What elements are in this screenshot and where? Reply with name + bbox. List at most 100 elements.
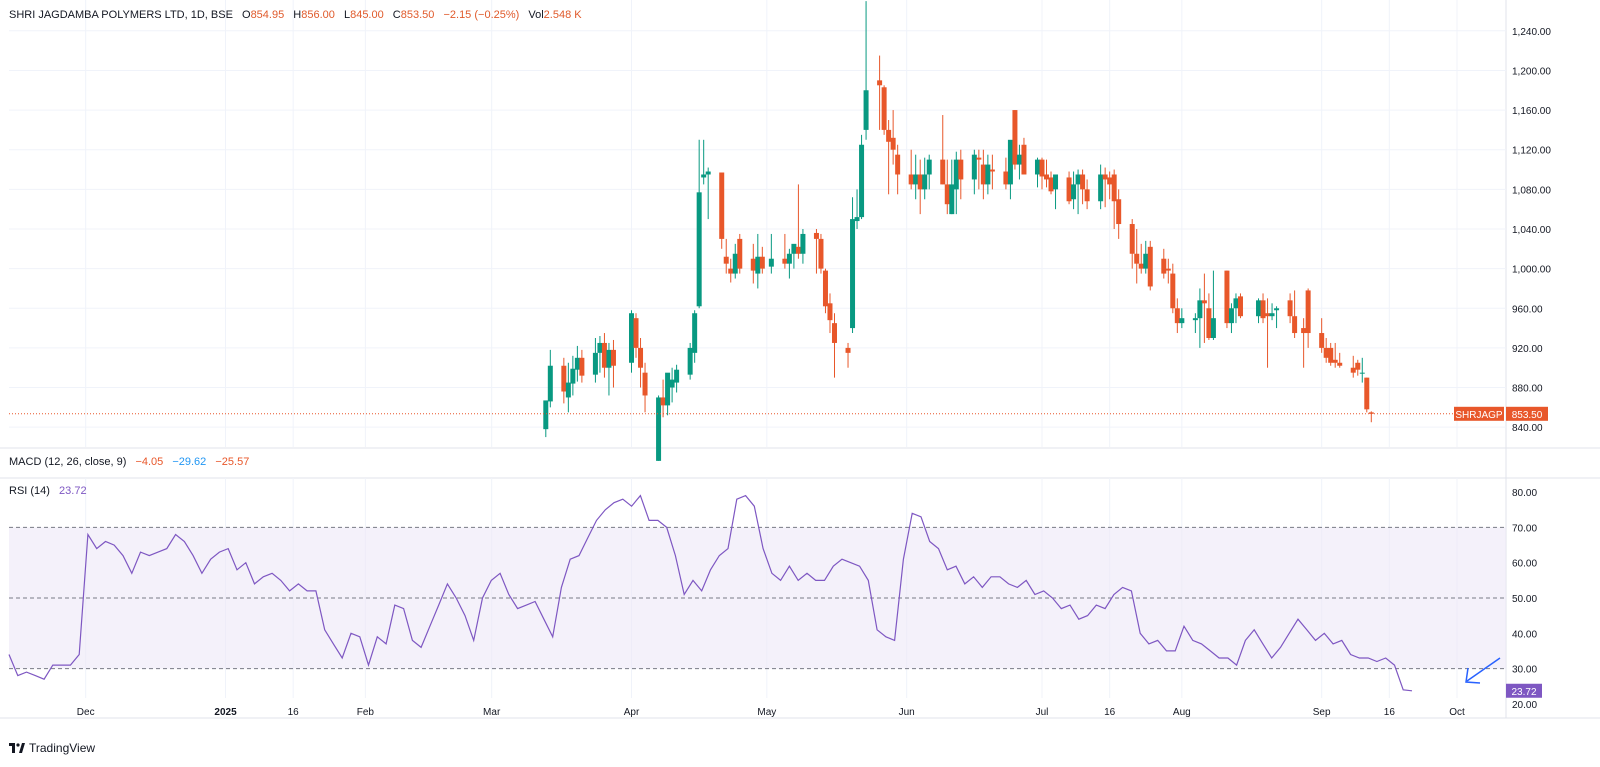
- price-tick-label: 1,200.00: [1512, 66, 1551, 77]
- tradingview-logo[interactable]: TradingView: [9, 741, 95, 755]
- candle-body: [1301, 328, 1307, 334]
- candle-body: [922, 174, 928, 190]
- candle-body: [696, 192, 702, 307]
- candle-body: [1066, 177, 1072, 202]
- main-legend: SHRI JAGDAMBA POLYMERS LTD, 1D, BSE O854…: [9, 9, 588, 21]
- candle-body: [944, 184, 950, 205]
- candle-body: [610, 349, 616, 366]
- candle-body: [1161, 258, 1167, 274]
- candle-body: [768, 258, 774, 267]
- macd-signal-value: −29.62: [172, 456, 207, 468]
- candle-body: [1098, 174, 1104, 202]
- candle-body: [723, 256, 729, 264]
- time-tick-label: Dec: [77, 707, 95, 718]
- brand-name: TradingView: [29, 741, 96, 755]
- low-label: L: [343, 9, 351, 21]
- grid-lines: [0, 0, 1600, 719]
- rsi-series: 23.72: [8, 494, 1542, 698]
- price-tick-label: 960.00: [1512, 304, 1543, 315]
- candle-body: [1165, 268, 1171, 271]
- high-value: 856.00: [301, 9, 335, 21]
- time-tick-label: Apr: [624, 707, 640, 718]
- price-tick-label: 920.00: [1512, 344, 1543, 355]
- candle-body: [597, 342, 603, 353]
- arrow-shaft: [1466, 657, 1501, 682]
- candle-body: [976, 157, 982, 160]
- candle-body: [1210, 318, 1216, 338]
- candle-body: [822, 270, 828, 307]
- candle-body: [701, 174, 707, 178]
- candle-body: [1328, 347, 1334, 363]
- price-tick-label: 840.00: [1512, 423, 1543, 434]
- candle-body: [750, 258, 756, 271]
- candle-body: [1170, 273, 1176, 309]
- candle-body: [1368, 412, 1374, 414]
- open-value: 854.95: [250, 9, 285, 21]
- candle-body: [1174, 308, 1180, 324]
- price-tag-value-bg: [1506, 406, 1548, 421]
- candle-body: [1274, 308, 1280, 311]
- candle-body: [669, 379, 675, 388]
- candle-body: [638, 347, 644, 368]
- price-tick-label: 1,000.00: [1512, 265, 1551, 276]
- rsi-tick-label: 80.00: [1512, 488, 1537, 499]
- arrow-head: [1465, 667, 1481, 684]
- candle-body: [629, 313, 635, 363]
- symbol-title[interactable]: SHRI JAGDAMBA POLYMERS LTD, 1D, BSE: [9, 9, 233, 21]
- candle-body: [1319, 333, 1325, 348]
- tradingview-icon: [9, 743, 25, 753]
- rsi-legend: RSI (14) 23.72: [9, 485, 93, 497]
- candle-body: [953, 159, 959, 190]
- candle-body: [886, 129, 892, 142]
- candle-body: [1134, 253, 1140, 264]
- candle-body: [759, 256, 765, 269]
- candle-body: [579, 357, 585, 376]
- axes: 840.00 880.00 920.00 960.00 1,000.00 1,040.00…: [77, 27, 1552, 718]
- candle-body: [881, 87, 887, 130]
- candle-body: [1355, 362, 1361, 370]
- low-value: 845.00: [350, 9, 384, 21]
- rsi-tick-label: 40.00: [1512, 629, 1537, 640]
- candle-body: [985, 164, 991, 185]
- candle-body: [1003, 171, 1009, 185]
- rsi-tag-value: 23.72: [1511, 687, 1536, 698]
- candle-body: [755, 256, 761, 274]
- candle-body: [1107, 177, 1113, 185]
- candle-body: [1224, 270, 1230, 324]
- candle-body: [1048, 177, 1054, 192]
- candle-body: [547, 365, 553, 402]
- candle-body: [1071, 184, 1077, 200]
- rsi-value: 23.72: [59, 485, 87, 497]
- candle-body: [1012, 110, 1018, 165]
- candle-body: [795, 246, 801, 254]
- candle-body: [656, 397, 662, 461]
- rsi-tag-bg: [1506, 683, 1542, 698]
- time-tick-label: 16: [288, 707, 300, 718]
- macd-legend: MACD (12, 26, close, 9) −4.05 −29.62 −25…: [9, 456, 255, 468]
- macd-title[interactable]: MACD (12, 26, close, 9): [9, 456, 127, 468]
- candle-body: [565, 382, 571, 398]
- candle-body: [1337, 362, 1343, 366]
- candle-body: [1034, 159, 1040, 175]
- candle-body: [1179, 318, 1185, 324]
- time-tick-label: Jul: [1036, 707, 1049, 718]
- candle-body: [561, 365, 567, 392]
- candle-body: [850, 219, 856, 329]
- candle-body: [1292, 316, 1298, 334]
- price-tag: SHRJAGP 853.50: [1454, 406, 1548, 421]
- candle-body: [831, 323, 837, 343]
- candle-body: [1323, 347, 1329, 358]
- candle-body: [687, 347, 693, 375]
- time-tick-label: 16: [1384, 707, 1396, 718]
- candlestick-series: [543, 1, 1374, 461]
- last-price-line: SHRJAGP 853.50: [9, 406, 1548, 421]
- price-tick-label: 1,240.00: [1512, 27, 1551, 38]
- candle-body: [732, 253, 738, 274]
- rsi-tick-label: 70.00: [1512, 523, 1537, 534]
- candle-body: [949, 184, 955, 215]
- candle-body: [913, 174, 919, 185]
- candle-body: [1129, 224, 1135, 254]
- rsi-tick-label: 50.00: [1512, 594, 1537, 605]
- rsi-title[interactable]: RSI (14): [9, 485, 50, 497]
